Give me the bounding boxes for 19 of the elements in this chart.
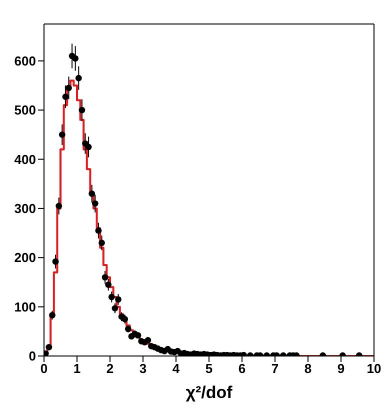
x-tick-label: 4 — [172, 361, 180, 376]
x-tick-label: 7 — [271, 361, 279, 376]
y-tick-label: 500 — [14, 102, 36, 118]
x-tick-label: 2 — [106, 361, 114, 376]
x-tick-label: 3 — [139, 361, 147, 376]
x-tick-label: 9 — [337, 361, 345, 376]
y-tick-label: 600 — [14, 54, 36, 69]
x-tick-label: 10 — [366, 361, 382, 376]
x-tick-label: 6 — [238, 361, 246, 376]
y-tick-label: 0 — [28, 348, 36, 364]
x-tick-label: 0 — [40, 361, 48, 376]
y-tick-label: 300 — [14, 201, 36, 216]
y-tick-label: 400 — [14, 152, 36, 167]
y-tick-label: 200 — [14, 250, 36, 266]
x-tick-label: 8 — [304, 361, 312, 376]
x-tick-label: 1 — [73, 361, 81, 376]
x-axis-title: χ²/dof — [186, 383, 233, 402]
x-tick-label: 5 — [205, 361, 213, 376]
y-tick-label: 100 — [14, 299, 36, 314]
